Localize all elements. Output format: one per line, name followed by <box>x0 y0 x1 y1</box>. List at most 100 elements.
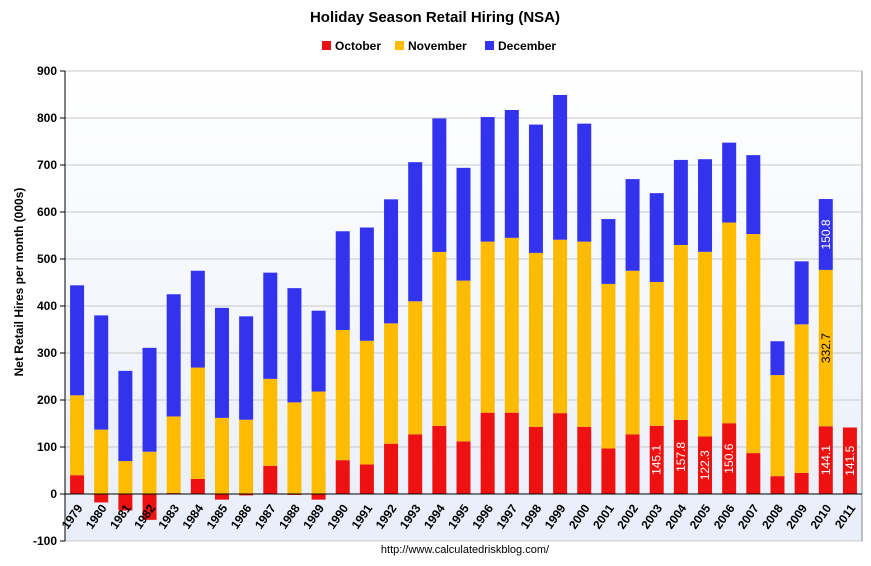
bar-november-1987 <box>263 378 278 466</box>
bar-november-2005 <box>698 251 713 437</box>
bar-december-1998 <box>528 124 543 253</box>
bar-december-1987 <box>263 272 278 379</box>
bar-november-1982 <box>142 451 157 494</box>
bar-october-1986 <box>239 494 254 496</box>
y-tick-label: 0 <box>50 487 57 501</box>
data-label: 144.1 <box>819 445 833 475</box>
legend-label-november: November <box>408 39 467 53</box>
bar-december-1996 <box>480 117 495 242</box>
y-axis-label: Net Retail Hires per month (000s) <box>12 188 26 377</box>
bar-november-1985 <box>214 417 229 494</box>
bar-october-1992 <box>384 443 399 494</box>
y-tick-label: 400 <box>37 299 57 313</box>
bar-december-1988 <box>287 288 302 403</box>
bars <box>70 94 857 520</box>
bar-october-1989 <box>311 494 326 500</box>
y-tick-label: 700 <box>37 158 57 172</box>
bar-october-1997 <box>504 412 519 494</box>
bar-november-1990 <box>335 329 350 461</box>
bar-november-2001 <box>601 283 616 449</box>
bar-december-1981 <box>118 370 133 462</box>
bar-october-2011 <box>842 427 857 494</box>
bar-october-2003 <box>649 425 664 494</box>
bar-december-1993 <box>408 162 423 302</box>
bar-december-2009 <box>794 261 809 325</box>
bar-november-1979 <box>70 395 85 476</box>
bar-december-1999 <box>553 94 568 240</box>
legend-swatch-december <box>485 41 494 50</box>
bar-november-1986 <box>239 419 254 494</box>
bar-december-1983 <box>166 294 181 417</box>
bar-november-2004 <box>673 244 688 420</box>
bar-december-1990 <box>335 231 350 330</box>
bar-october-2001 <box>601 448 616 494</box>
bar-december-1991 <box>359 227 374 341</box>
bar-november-2006 <box>722 222 737 424</box>
bar-october-1998 <box>528 426 543 494</box>
bar-october-1985 <box>214 494 229 500</box>
y-tick-labels: -100 0 100 200 300 400 500 600 700 800 900 <box>33 64 65 548</box>
y-tick-label: 200 <box>37 393 57 407</box>
data-label: 150.8 <box>819 219 833 249</box>
bar-november-2010 <box>818 269 833 427</box>
bar-november-1981 <box>118 461 133 494</box>
bar-november-2002 <box>625 270 640 435</box>
bar-december-1997 <box>504 110 519 238</box>
bar-october-1979 <box>70 475 85 494</box>
bar-october-1982 <box>142 494 157 520</box>
legend-label-october: October <box>335 39 381 53</box>
bar-november-1999 <box>553 239 568 414</box>
bar-december-2007 <box>746 155 761 235</box>
bar-october-1999 <box>553 413 568 494</box>
bar-december-1989 <box>311 310 326 392</box>
bar-november-1994 <box>432 251 447 426</box>
bar-october-1996 <box>480 412 495 494</box>
y-tick-label: 100 <box>37 440 57 454</box>
bar-october-2007 <box>746 453 761 494</box>
bar-october-2004 <box>673 419 688 494</box>
y-tick-label: 600 <box>37 205 57 219</box>
bar-december-1994 <box>432 118 447 252</box>
data-label: 145.1 <box>650 445 664 475</box>
bar-december-2010 <box>818 199 833 270</box>
legend-swatch-october <box>322 41 331 50</box>
bar-december-2003 <box>649 193 664 282</box>
bar-december-1980 <box>94 315 109 430</box>
bar-october-1995 <box>456 441 471 494</box>
data-label: 332.7 <box>819 333 833 363</box>
bar-december-2006 <box>722 142 737 223</box>
bar-october-1980 <box>94 494 109 503</box>
data-label: 122.3 <box>698 450 712 480</box>
bar-december-1982 <box>142 347 157 452</box>
bar-november-1984 <box>190 367 205 479</box>
bar-october-1991 <box>359 464 374 494</box>
bar-december-2008 <box>770 341 785 376</box>
bar-december-1992 <box>384 199 399 324</box>
bar-november-1997 <box>504 237 519 413</box>
data-label: 150.6 <box>722 443 736 473</box>
bar-december-2005 <box>698 159 713 252</box>
bar-november-1998 <box>528 252 543 427</box>
bar-november-2007 <box>746 234 761 454</box>
bar-november-2008 <box>770 375 785 477</box>
data-label: 157.8 <box>674 442 688 472</box>
y-tick-label: 900 <box>37 64 57 78</box>
bar-november-1996 <box>480 241 495 413</box>
bar-november-1991 <box>359 340 374 465</box>
bar-october-2005 <box>698 436 713 494</box>
bar-november-1988 <box>287 402 302 494</box>
bar-december-1995 <box>456 167 471 281</box>
legend-label-december: December <box>498 39 556 53</box>
chart-title: Holiday Season Retail Hiring (NSA) <box>310 9 560 26</box>
bar-december-1985 <box>214 307 229 418</box>
bar-november-2000 <box>577 241 592 427</box>
bar-october-2009 <box>794 472 809 494</box>
bar-december-1979 <box>70 285 85 396</box>
bar-november-1989 <box>311 391 326 494</box>
bar-october-2002 <box>625 434 640 494</box>
bar-october-1987 <box>263 465 278 494</box>
bar-november-1983 <box>166 416 181 494</box>
bar-december-1984 <box>190 270 205 368</box>
y-tick-label: -100 <box>33 534 57 548</box>
